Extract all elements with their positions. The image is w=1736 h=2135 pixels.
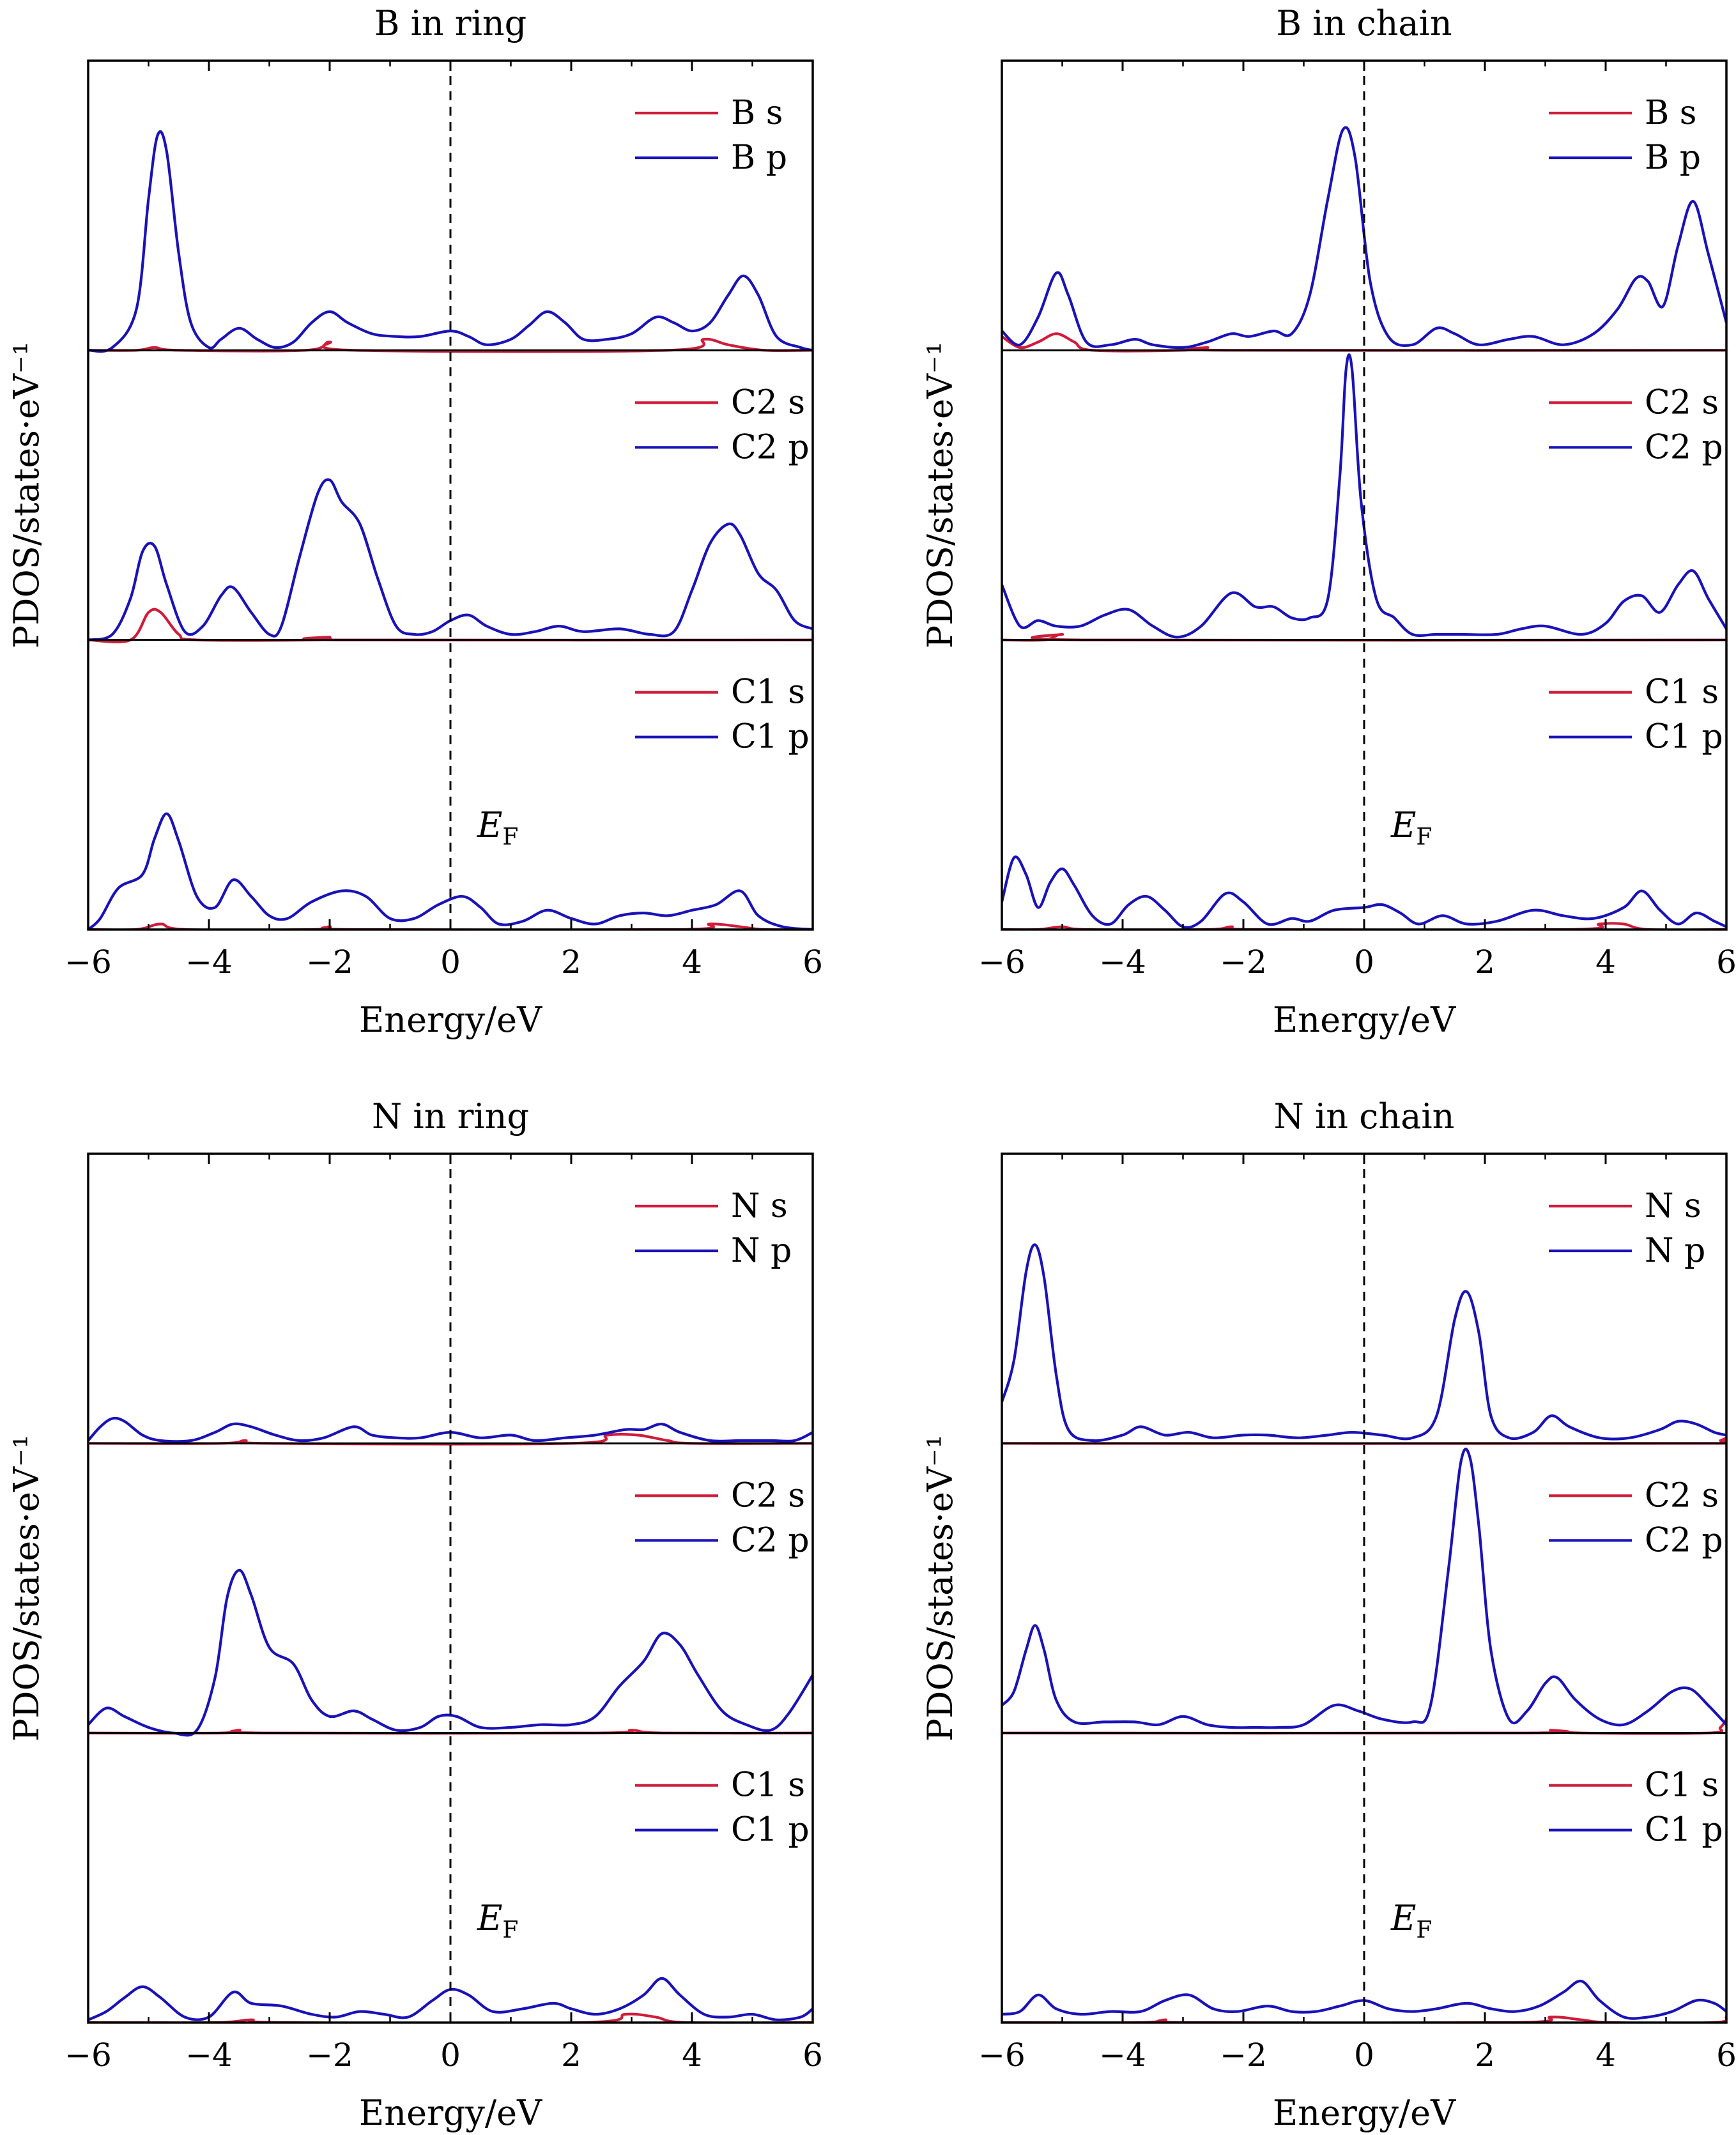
- legend-label: B s: [731, 94, 783, 132]
- x-tick-label: 2: [561, 944, 581, 981]
- series-line-c1-s: [1002, 922, 1726, 930]
- x-tick-label: −6: [65, 2037, 112, 2074]
- chart-4: N in chain N s N p C2 s C2 p C1 s C1 p EF −6 −4 −2…: [920, 1096, 1736, 2133]
- legend-label: C2 s: [731, 1476, 805, 1515]
- x-axis-label: Energy/eV: [1273, 2093, 1456, 2133]
- legend-label: C1 p: [731, 1811, 810, 1849]
- chart-3: N in ring N s N p C2 s C2 p C1 s C1 p EF −6 −4 −2 0…: [6, 1096, 823, 2133]
- chart-title: B in ring: [374, 3, 527, 43]
- x-tick-label: −2: [1220, 944, 1267, 981]
- x-axis-label: Energy/eV: [359, 1000, 542, 1040]
- chart-1: B in ring B s B p C2 s C2 p C1 s C1 p EF −6 −4 −2 0…: [6, 3, 823, 1040]
- series-line-c2-p: [88, 478, 813, 641]
- series-line-c1-p: [88, 812, 813, 930]
- legend-label: C1 p: [731, 718, 810, 756]
- series-line-c2-p: [1002, 1448, 1726, 1729]
- x-tick-label: 0: [440, 944, 461, 981]
- x-tick-label: −6: [65, 944, 112, 981]
- legend-label: B s: [1645, 94, 1696, 132]
- legend-label: C2 s: [731, 383, 805, 422]
- x-tick-label: −6: [978, 944, 1025, 981]
- x-tick-label: 4: [1595, 2037, 1616, 2074]
- legend-label: C2 p: [1645, 1521, 1723, 1559]
- x-tick-label: 2: [1475, 2037, 1495, 2074]
- x-tick-label: −4: [1099, 944, 1146, 981]
- series-line-b-p: [1002, 126, 1726, 349]
- legend-label: N p: [731, 1232, 792, 1270]
- y-axis-label: PDOS/states·eV⁻¹: [920, 342, 960, 648]
- x-tick-label: 6: [1716, 2037, 1736, 2074]
- legend-label: C1 s: [731, 673, 805, 712]
- chart-title: N in ring: [372, 1096, 529, 1136]
- legend-label: C2 p: [731, 428, 810, 466]
- legend-label: N s: [1645, 1187, 1701, 1225]
- legend-label: B p: [731, 139, 787, 177]
- fermi-label: EF: [1390, 805, 1432, 850]
- series-line-c1-p: [1002, 855, 1726, 929]
- panel-1: [1002, 1243, 1726, 1445]
- series-line-c2-p: [1002, 353, 1726, 639]
- series-line-c2-p: [88, 1568, 813, 1737]
- x-tick-label: 2: [561, 2037, 581, 2074]
- y-axis-label: PDOS/states·eV⁻¹: [6, 342, 47, 648]
- x-tick-label: 6: [803, 2037, 823, 2074]
- x-tick-label: 0: [440, 2037, 461, 2074]
- panel-3: [1002, 1979, 1726, 2023]
- x-tick-label: 4: [1595, 944, 1616, 981]
- x-tick-label: 6: [803, 944, 823, 981]
- legend-label: C2 s: [1645, 1476, 1719, 1515]
- x-tick-label: −4: [185, 944, 233, 981]
- chart-2: B in chain B s B p C2 s C2 p C1 s C1 p EF −6 −4 −2…: [920, 3, 1736, 1040]
- chart-title: B in chain: [1276, 3, 1452, 43]
- x-tick-label: −2: [306, 2037, 353, 2074]
- fermi-label: EF: [477, 1898, 518, 1943]
- legend-label: B p: [1645, 139, 1701, 177]
- legend-label: N s: [731, 1187, 788, 1225]
- legend-label: C2 p: [1645, 428, 1723, 466]
- series-line-n-p: [88, 1416, 813, 1443]
- y-axis-label: PDOS/states·eV⁻¹: [920, 1435, 960, 1741]
- legend-label: C1 p: [1645, 718, 1723, 756]
- legend-label: C1 s: [1645, 1766, 1719, 1805]
- x-tick-label: 6: [1716, 944, 1736, 981]
- y-axis-label: PDOS/states·eV⁻¹: [6, 1435, 47, 1741]
- legend-label: C1 s: [731, 1766, 805, 1805]
- series-line-n-p: [1002, 1243, 1726, 1442]
- fermi-label: EF: [1390, 1898, 1432, 1943]
- panel-1: [88, 130, 813, 353]
- x-tick-label: 0: [1354, 944, 1374, 981]
- x-tick-label: −4: [1099, 2037, 1146, 2074]
- legend-label: N p: [1645, 1232, 1705, 1270]
- legend-label: C1 s: [1645, 673, 1719, 712]
- x-tick-label: 4: [682, 2037, 702, 2074]
- series-line-c1-s: [1002, 2016, 1726, 2023]
- chart-title: N in chain: [1274, 1096, 1455, 1136]
- x-axis-label: Energy/eV: [1273, 1000, 1456, 1040]
- x-axis-label: Energy/eV: [359, 2093, 542, 2133]
- x-tick-label: 2: [1475, 944, 1495, 981]
- panel-3: [1002, 855, 1726, 930]
- x-tick-label: 4: [682, 944, 702, 981]
- x-tick-label: −4: [185, 2037, 233, 2074]
- x-tick-label: −2: [306, 944, 353, 981]
- x-tick-label: −2: [1220, 2037, 1267, 2074]
- fermi-label: EF: [477, 805, 518, 850]
- series-line-c1-p: [1002, 1979, 1726, 2020]
- series-line-b-p: [88, 130, 813, 353]
- legend-label: C1 p: [1645, 1811, 1723, 1849]
- legend-label: C2 s: [1645, 383, 1719, 422]
- x-tick-label: −6: [978, 2037, 1025, 2074]
- legend-label: C2 p: [731, 1521, 810, 1559]
- x-tick-label: 0: [1354, 2037, 1374, 2074]
